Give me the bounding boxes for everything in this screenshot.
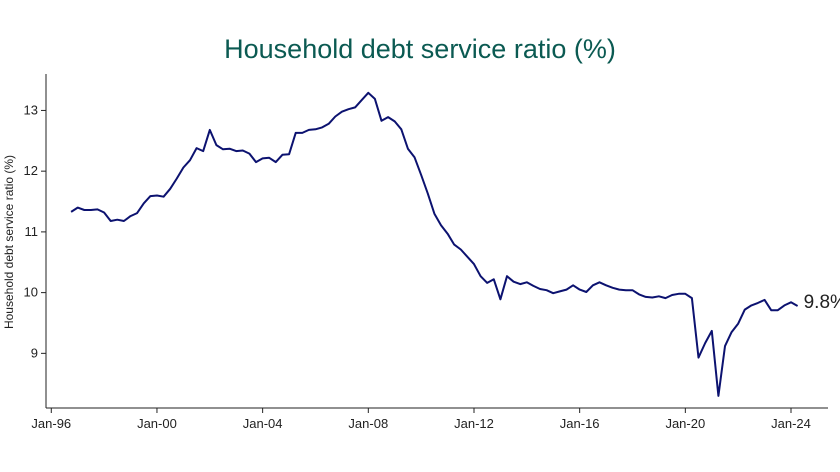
x-tick-label: Jan-04: [243, 416, 283, 431]
y-tick-label: 13: [24, 102, 38, 117]
x-tick-label: Jan-16: [560, 416, 600, 431]
x-tick-label: Jan-12: [454, 416, 494, 431]
y-tick-label: 11: [25, 224, 39, 239]
x-tick-label: Jan-20: [665, 416, 705, 431]
y-tick-label: 12: [24, 163, 38, 178]
x-tick-label: Jan-96: [31, 416, 71, 431]
x-tick-label: Jan-08: [348, 416, 388, 431]
ticks: 9 10 11 12 13 Jan-96 Jan-00 Jan-04 Jan-08 Jan-12 J…: [24, 102, 811, 431]
series-layer: [70, 91, 799, 397]
x-tick-label: Jan-00: [137, 416, 177, 431]
series-line: [70, 91, 799, 397]
x-tick-label: Jan-24: [771, 416, 811, 431]
y-axis-title: Household debt service ratio (%): [2, 155, 16, 329]
y-tick-label: 9: [31, 345, 38, 360]
y-tick-label: 10: [24, 285, 38, 300]
end-value-label: 9.8%: [804, 292, 840, 313]
axes: [45, 74, 828, 409]
chart-title: Household debt service ratio (%): [224, 34, 616, 64]
